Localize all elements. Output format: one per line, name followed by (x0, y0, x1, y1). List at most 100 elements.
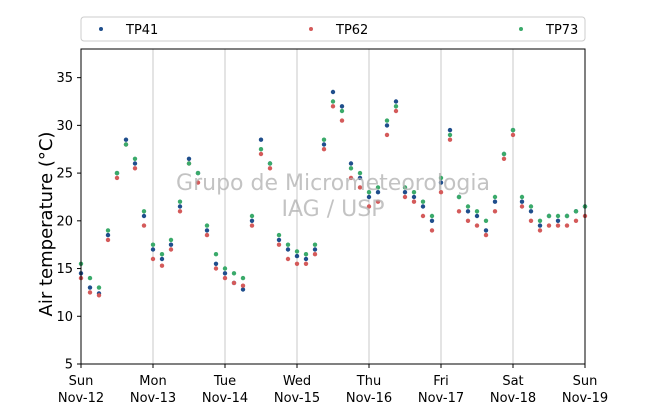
data-point (537, 223, 543, 228)
x-tick-date: Nov-14 (202, 391, 248, 406)
legend-label: TP73 (545, 23, 578, 38)
data-point (474, 223, 480, 228)
data-point (249, 213, 255, 219)
x-tick-day: Sat (502, 374, 523, 389)
data-point (195, 170, 201, 176)
data-point (204, 228, 210, 233)
x-tick-date: Nov-15 (274, 391, 320, 406)
data-point (132, 161, 138, 166)
data-point (519, 194, 525, 200)
legend-marker (309, 27, 313, 31)
legend-marker (99, 27, 103, 31)
data-point (276, 242, 282, 247)
data-point (519, 204, 525, 209)
data-point (132, 166, 138, 171)
data-point (384, 132, 390, 138)
data-point (420, 213, 426, 219)
data-point (321, 147, 327, 152)
data-point (123, 142, 129, 147)
data-point (213, 252, 219, 257)
x-tick-date: Nov-12 (58, 391, 104, 406)
data-point (150, 247, 156, 252)
data-point (573, 209, 579, 214)
data-point (348, 161, 354, 166)
data-point (546, 213, 552, 219)
data-point (303, 252, 309, 257)
x-tick-date: Nov-13 (130, 391, 176, 406)
data-point (240, 283, 246, 288)
data-point (483, 228, 489, 233)
data-point (285, 247, 291, 252)
data-point (564, 223, 570, 228)
data-point (258, 137, 264, 142)
data-point (177, 204, 183, 209)
data-point (168, 242, 174, 247)
data-point (393, 104, 399, 109)
data-point (303, 261, 309, 266)
x-axis: Sun Nov-12 Mon Nov-13 Tue Nov-14 Wed Nov-15 Thu N… (58, 364, 608, 406)
data-point (267, 161, 273, 166)
x-tick-date: Nov-17 (418, 391, 464, 406)
data-point (141, 213, 147, 219)
data-point (285, 256, 291, 262)
data-point (177, 199, 183, 204)
watermark-line-1: Grupo de Micrometeorologia (176, 171, 490, 196)
data-point (186, 156, 192, 161)
y-axis: 5 10 15 20 25 30 35 (56, 71, 81, 373)
x-tick-day: Thu (356, 374, 381, 389)
data-point (555, 213, 561, 219)
data-point (321, 137, 327, 142)
data-point (240, 287, 246, 292)
data-point (483, 218, 489, 223)
data-point (348, 166, 354, 171)
data-point (204, 223, 210, 228)
data-point (429, 228, 435, 233)
data-point (564, 213, 570, 219)
data-point (366, 190, 372, 195)
legend-marker (519, 27, 523, 31)
data-point (96, 285, 102, 290)
data-point (438, 175, 444, 181)
data-point (312, 252, 318, 257)
x-tick-date: Nov-19 (562, 391, 608, 406)
data-point (384, 118, 390, 123)
data-point (159, 263, 165, 268)
data-point (465, 204, 471, 209)
data-point (195, 180, 201, 185)
data-point (105, 237, 111, 243)
data-point (321, 142, 327, 147)
data-points (78, 89, 588, 298)
data-point (366, 204, 372, 209)
data-point (465, 209, 471, 214)
data-point (96, 293, 102, 298)
data-point (375, 190, 381, 195)
data-point (546, 223, 552, 228)
y-tick-label: 15 (56, 262, 73, 277)
data-point (339, 104, 345, 109)
data-point (555, 223, 561, 228)
data-point (267, 166, 273, 171)
data-point (168, 247, 174, 252)
y-tick-label: 35 (56, 71, 73, 86)
x-tick-day: Sun (573, 374, 598, 389)
data-point (393, 108, 399, 114)
data-point (528, 218, 534, 223)
x-tick-day: Wed (283, 374, 311, 389)
data-point (213, 266, 219, 271)
data-point (339, 118, 345, 123)
data-point (429, 218, 435, 223)
y-axis-title: Air temperature (°C) (36, 132, 57, 317)
series-TP73 (78, 99, 588, 290)
data-point (339, 108, 345, 114)
data-point (186, 161, 192, 166)
data-point (303, 256, 309, 262)
data-point (258, 151, 264, 157)
legend-box (80, 16, 586, 42)
data-point (258, 147, 264, 152)
data-point (438, 180, 444, 185)
data-point (375, 185, 381, 190)
data-point (231, 280, 237, 286)
data-point (330, 99, 336, 104)
y-tick-label: 5 (65, 358, 73, 373)
